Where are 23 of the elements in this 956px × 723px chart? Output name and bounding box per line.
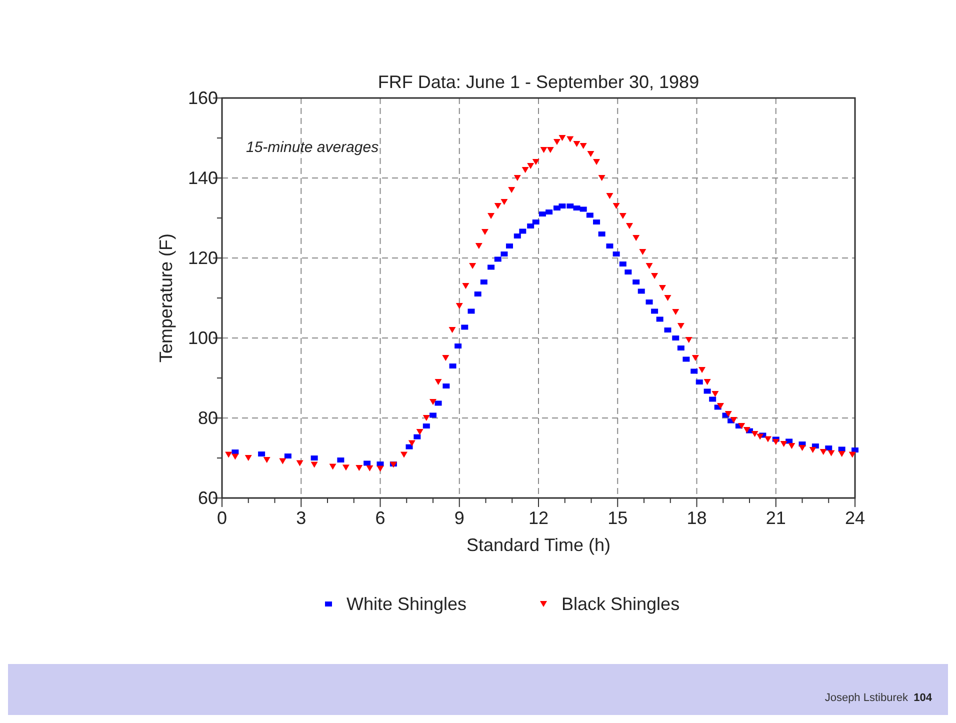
y-tick-label: 100	[188, 328, 218, 348]
y-tick-label: 140	[188, 168, 218, 188]
x-tick-label: 24	[844, 508, 866, 528]
x-tick-label: 0	[216, 508, 228, 528]
x-tick-label: 21	[766, 508, 786, 528]
x-tick-label: 3	[296, 508, 306, 528]
x-tick-label: 18	[686, 508, 707, 528]
legend-label: White Shingles	[346, 594, 467, 614]
x-tick-label: 15	[608, 508, 628, 528]
x-axis-title: Standard Time (h)	[466, 535, 611, 555]
y-tick-label: 160	[188, 88, 218, 108]
chart-title: FRF Data: June 1 - September 30, 1989	[378, 72, 700, 92]
y-tick-label: 60	[198, 488, 218, 508]
text: 104	[914, 692, 933, 704]
y-axis-title: Temperature (F)	[156, 233, 176, 363]
y-tick-label: 120	[188, 248, 218, 268]
text: Joseph Lstiburek	[824, 692, 908, 704]
x-tick-label: 9	[454, 508, 464, 528]
annotation: 15-minute averages	[246, 139, 380, 156]
x-tick-label: 6	[375, 508, 386, 528]
legend-label: Black Shingles	[562, 594, 680, 614]
x-tick-label: 12	[528, 508, 549, 528]
y-tick-label: 80	[198, 408, 218, 428]
